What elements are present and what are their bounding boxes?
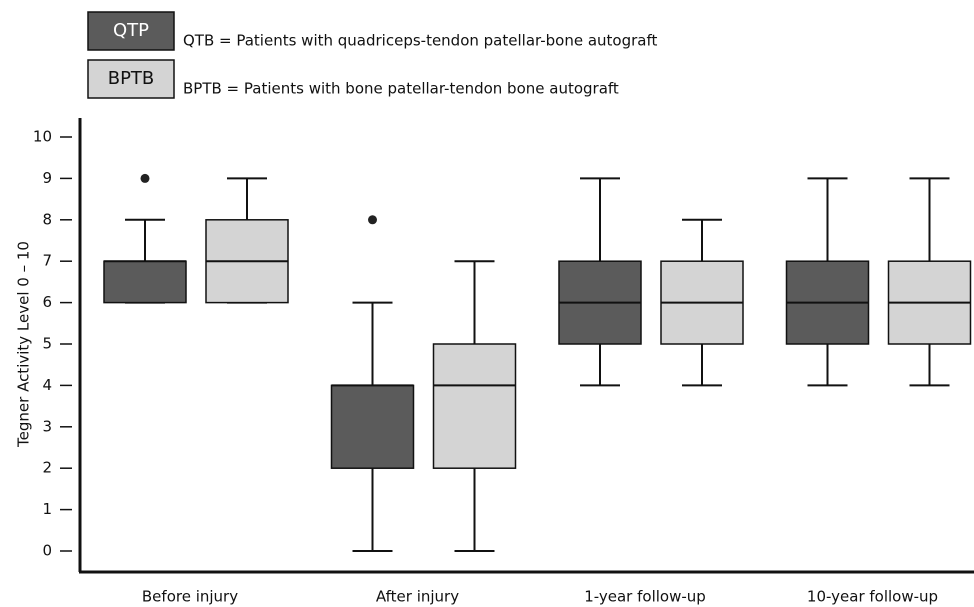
y-tick-label: 0	[42, 542, 52, 560]
y-tick-label: 3	[42, 417, 52, 435]
y-tick-label: 8	[42, 210, 52, 228]
y-axis-label: Tegner Activity Level 0 – 10	[15, 241, 33, 448]
y-tick-label: 9	[42, 169, 52, 187]
box	[103, 260, 187, 304]
box	[330, 384, 415, 469]
x-tick-label: 1-year follow-up	[584, 588, 706, 606]
legend-swatch	[87, 11, 175, 51]
y-tick-label: 5	[42, 335, 52, 353]
y-tick-label: 10	[33, 128, 52, 146]
legend-label: BPTB	[108, 68, 155, 89]
y-tick-label: 6	[42, 293, 52, 311]
y-tick-label: 1	[42, 500, 52, 518]
outlier	[368, 215, 377, 225]
y-tick-label: 2	[42, 459, 52, 477]
y-tick-label: 7	[42, 252, 52, 270]
legend-label: QTP	[113, 20, 149, 41]
x-tick-label: Before injury	[142, 588, 238, 606]
outlier	[140, 173, 150, 183]
box	[432, 343, 517, 469]
legend-description: BPTB = Patients with bone patellar-tendo…	[183, 80, 619, 98]
y-tick-label: 4	[42, 376, 52, 394]
legend-description: QTB = Patients with quadriceps-tendon pa…	[183, 32, 657, 50]
legend-swatch	[87, 59, 175, 99]
x-tick-label: After injury	[376, 588, 459, 606]
x-tick-label: 10-year follow-up	[807, 588, 938, 606]
